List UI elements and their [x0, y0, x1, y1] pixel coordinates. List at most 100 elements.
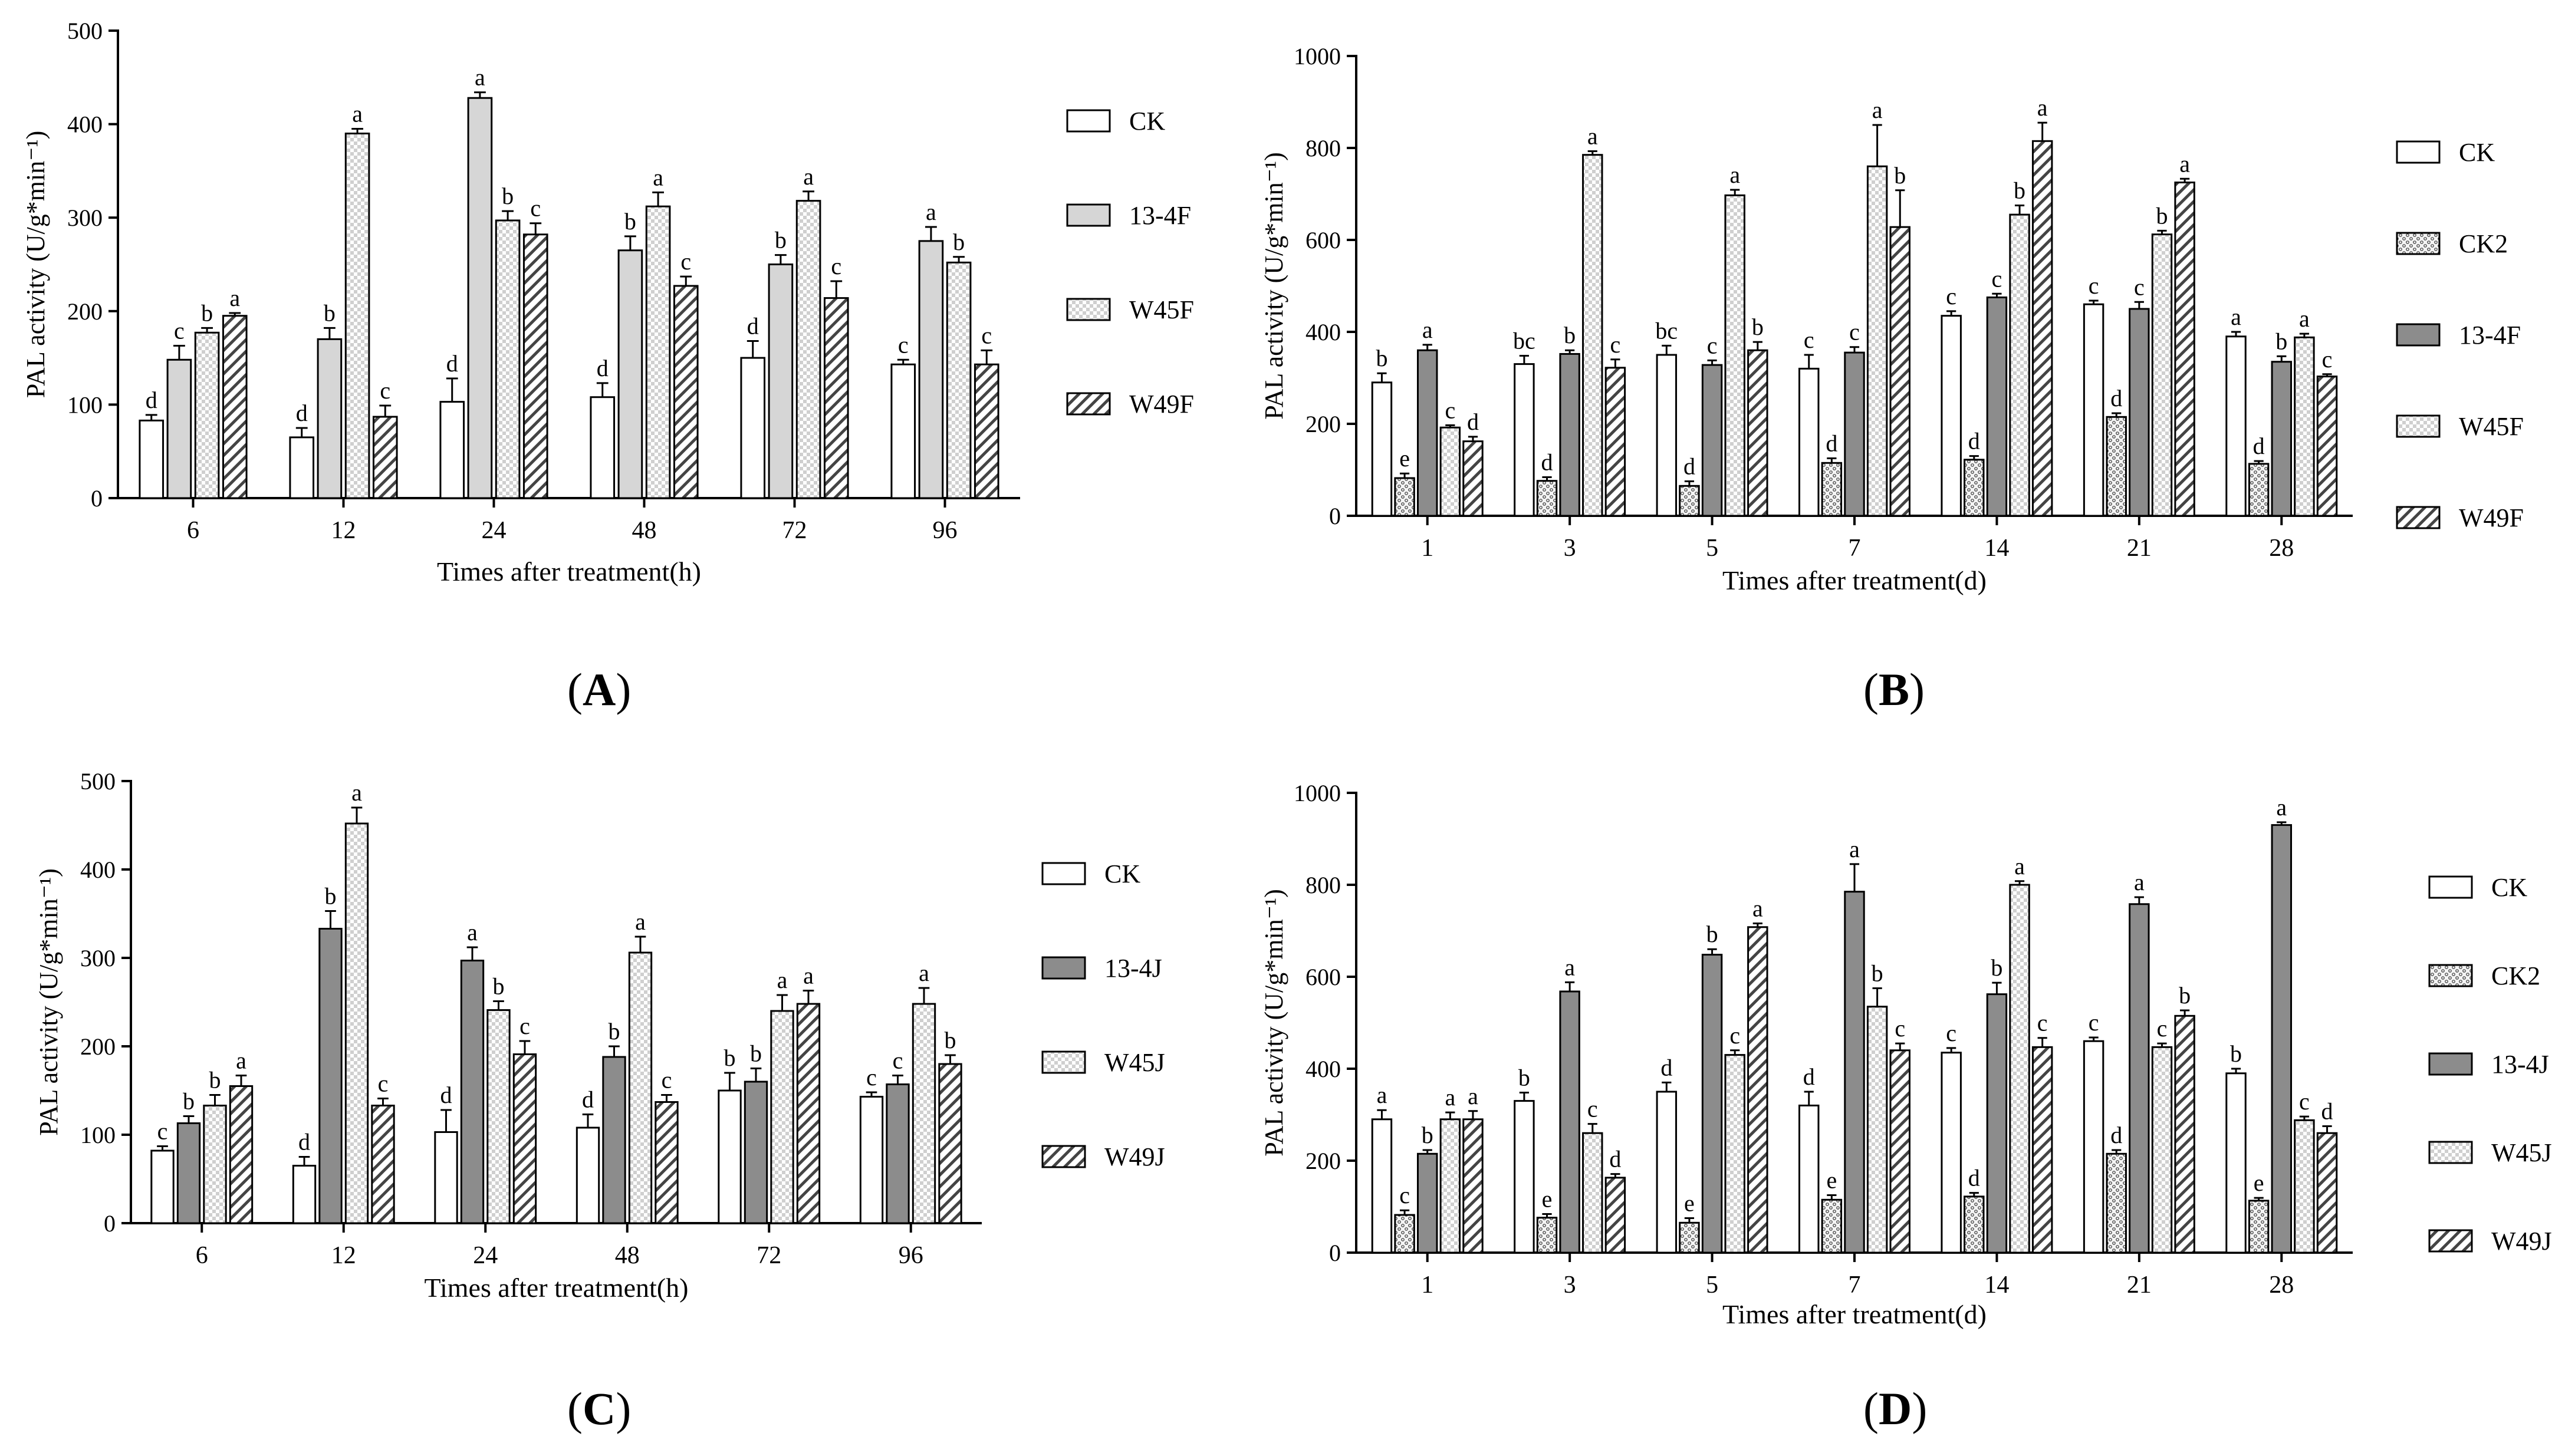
- bar-13-4f-6: [166, 358, 192, 499]
- significance-letter: a: [229, 285, 240, 311]
- significance-letter: a: [2179, 150, 2190, 177]
- x-tick-label: 24: [482, 517, 507, 544]
- significance-letter: c: [378, 1070, 389, 1097]
- significance-letter: a: [352, 101, 363, 127]
- bar-ck-21: [2083, 303, 2104, 517]
- legend-label-ck: CK: [2459, 138, 2495, 167]
- x-tick-label: 24: [473, 1242, 498, 1269]
- bar-ck2-14: [1964, 459, 1985, 517]
- bar-w45j-21: [2151, 1046, 2173, 1254]
- bar-w49j-96: [938, 1063, 962, 1224]
- bar-ck-6: [139, 419, 165, 499]
- significance-letter: d: [597, 355, 609, 381]
- bar-13-4f-1: [1416, 349, 1438, 517]
- x-axis-title: Times after treatment(d): [1722, 565, 1987, 595]
- significance-letter: d: [440, 1082, 452, 1108]
- panel-label-d: (D): [1863, 1383, 1928, 1434]
- legend-label-ck2: CK2: [2459, 229, 2508, 258]
- y-tick-label: 0: [1329, 1240, 1341, 1266]
- bar-w45j-14: [2009, 884, 2030, 1254]
- y-tick-label: 200: [67, 298, 103, 325]
- y-tick-label: 0: [1329, 503, 1341, 529]
- y-tick-label: 300: [80, 945, 116, 971]
- bar-ck2-1: [1394, 477, 1415, 517]
- legend-label-13-4f: 13-4F: [2459, 321, 2521, 350]
- legend-swatch-w49j: [2428, 1229, 2473, 1253]
- significance-letter: d: [582, 1086, 594, 1113]
- bar-ck-1: [1371, 1118, 1393, 1254]
- bar-13-4f-48: [617, 249, 643, 499]
- legend-label-13-4j: 13-4J: [2491, 1050, 2549, 1079]
- significance-letter: a: [1729, 162, 1740, 188]
- bar-w49f-5: [1747, 349, 1768, 517]
- significance-letter: b: [1518, 1065, 1530, 1091]
- y-axis-title: PAL activity (U/g*min⁻¹): [1260, 889, 1288, 1157]
- bar-w45f-72: [795, 200, 821, 499]
- x-tick-label: 14: [1984, 535, 2009, 562]
- x-tick-label: 6: [187, 517, 199, 544]
- x-tick-label: 21: [2127, 1271, 2152, 1299]
- significance-letter: c: [981, 322, 992, 348]
- y-tick-label: 600: [1305, 964, 1341, 990]
- y-tick-label: 100: [80, 1122, 116, 1148]
- y-tick-label: 400: [80, 857, 116, 883]
- legend-label-13-4f: 13-4F: [1129, 201, 1191, 230]
- significance-letter: b: [624, 208, 636, 235]
- significance-letter: a: [777, 967, 788, 993]
- significance-letter: b: [609, 1018, 620, 1045]
- significance-letter: b: [209, 1067, 221, 1093]
- y-tick-label: 200: [1305, 1148, 1341, 1174]
- y-tick-label: 500: [67, 18, 103, 44]
- significance-letter: a: [351, 779, 362, 806]
- significance-letter: bc: [1655, 317, 1678, 344]
- bar-w49f-48: [673, 285, 699, 499]
- bar-ck2-7: [1821, 1198, 1843, 1254]
- significance-letter: d: [2321, 1098, 2333, 1125]
- bar-ck-3: [1514, 1100, 1535, 1254]
- bar-13-4f-21: [2129, 308, 2150, 517]
- legend-label-ck: CK: [1104, 859, 1140, 888]
- bar-13-4j-14: [1986, 993, 2008, 1254]
- bar-13-4j-24: [460, 960, 485, 1224]
- y-axis-title: PAL activity (U/g*min⁻¹): [34, 868, 63, 1136]
- bar-w45j-6: [203, 1105, 227, 1224]
- significance-letter: d: [1683, 453, 1695, 480]
- bar-ck-28: [2225, 1072, 2247, 1254]
- significance-letter: e: [2254, 1170, 2264, 1196]
- x-tick-label: 96: [933, 517, 958, 544]
- bar-w45j-24: [486, 1009, 511, 1224]
- significance-letter: c: [380, 377, 390, 404]
- significance-letter: a: [1587, 123, 1598, 149]
- significance-letter: a: [919, 960, 929, 986]
- significance-letter: a: [236, 1047, 246, 1074]
- y-axis-title: PAL activity (U/g*min⁻¹): [21, 131, 50, 398]
- bar-w49f-14: [2031, 140, 2053, 517]
- significance-letter: b: [201, 299, 213, 326]
- significance-letter: d: [2253, 433, 2265, 459]
- x-tick-label: 1: [1421, 1271, 1433, 1299]
- bar-13-4f-14: [1986, 297, 2008, 517]
- bar-w45f-96: [946, 261, 972, 499]
- bar-13-4f-5: [1701, 364, 1723, 517]
- legend-label-w45f: W45F: [1129, 295, 1194, 324]
- bar-w49j-5: [1747, 926, 1768, 1254]
- bar-w45f-24: [495, 219, 521, 499]
- significance-letter: c: [831, 253, 841, 279]
- significance-letter: a: [803, 963, 814, 989]
- x-tick-label: 6: [196, 1242, 208, 1269]
- bar-ck-3: [1514, 363, 1535, 517]
- significance-letter: d: [146, 387, 157, 413]
- significance-letter: a: [803, 163, 814, 190]
- x-axis-title: Times after treatment(h): [425, 1273, 689, 1303]
- legend-label-w45j: W45J: [1104, 1048, 1165, 1077]
- significance-letter: b: [1376, 345, 1387, 371]
- x-tick-label: 12: [331, 517, 356, 544]
- x-tick-label: 21: [2127, 535, 2152, 562]
- bar-w45j-48: [628, 951, 653, 1224]
- x-tick-label: 72: [757, 1242, 781, 1269]
- bar-ck2-3: [1536, 480, 1558, 517]
- bar-13-4j-7: [1844, 891, 1865, 1254]
- significance-letter: b: [325, 883, 337, 910]
